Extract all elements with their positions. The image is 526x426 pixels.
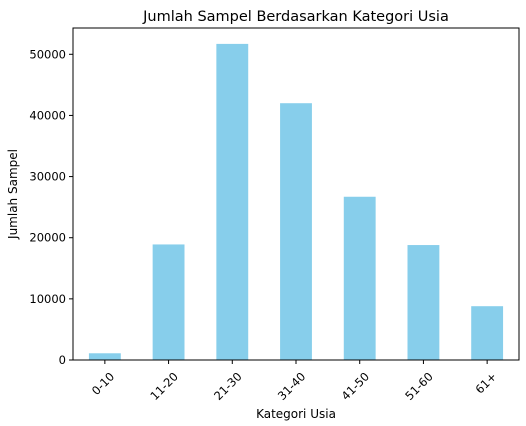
x-tick-label-61+: 61+ <box>472 369 499 396</box>
x-tick-label-0-10: 0-10 <box>89 369 117 397</box>
bar-61+ <box>471 306 504 360</box>
bar-21-30 <box>216 43 249 360</box>
bar-0-10 <box>88 353 121 360</box>
x-tick-label-11-20: 11-20 <box>147 369 181 403</box>
y-tick-label-10000: 10000 <box>29 292 66 306</box>
plot-frame <box>72 27 520 361</box>
x-tick-label-51-60: 51-60 <box>402 369 436 403</box>
x-tick-label-31-40: 31-40 <box>275 369 309 403</box>
y-tick-label-40000: 40000 <box>29 108 66 122</box>
chart-title: Jumlah Sampel Berdasarkan Kategori Usia <box>142 9 449 25</box>
y-axis-label: Jumlah Sampel <box>6 149 20 240</box>
bar-41-50 <box>343 196 376 360</box>
x-axis: 0-10 11-20 21-30 31-40 41-50 51-60 61+ <box>89 360 499 403</box>
bar-11-20 <box>152 244 185 360</box>
y-axis: 0 10000 20000 30000 40000 50000 <box>29 47 73 367</box>
bar-51-60 <box>407 245 440 360</box>
bar-31-40 <box>280 103 312 361</box>
y-tick-label-20000: 20000 <box>29 231 66 245</box>
y-tick-label-30000: 30000 <box>29 170 66 184</box>
y-tick-label-0: 0 <box>59 353 66 367</box>
y-tick-label-50000: 50000 <box>29 47 66 61</box>
bars-group <box>88 43 504 361</box>
x-axis-label: Kategori Usia <box>256 407 336 421</box>
x-tick-label-41-50: 41-50 <box>339 369 373 403</box>
x-tick-label-21-30: 21-30 <box>211 369 245 403</box>
